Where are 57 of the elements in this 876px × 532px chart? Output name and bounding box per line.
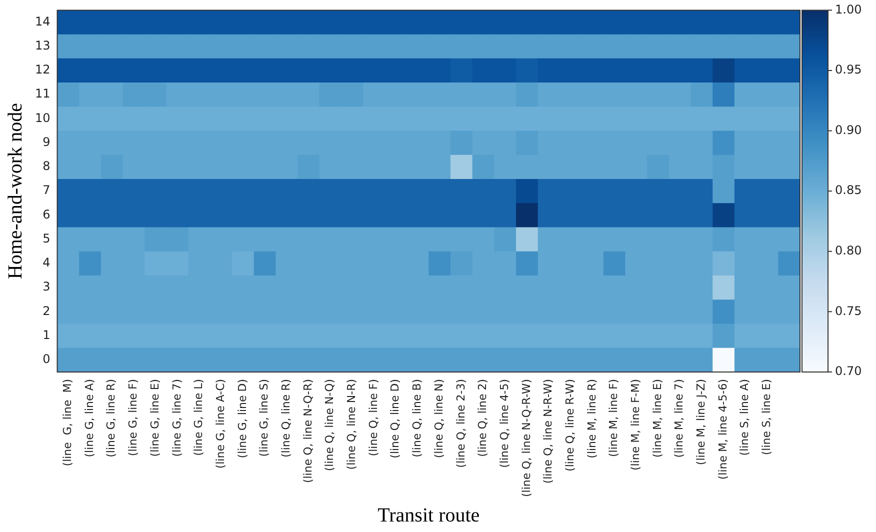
x-tick-label: (line G, line L) xyxy=(192,378,206,456)
x-tick-label: (line M, line F) xyxy=(607,378,620,458)
y-tick-label: 3 xyxy=(42,280,50,294)
x-tick-label: (line Q, line N-R) xyxy=(345,378,358,470)
y-tick-label: 5 xyxy=(42,231,50,246)
color-bar-label: 0.80 xyxy=(835,243,862,258)
y-tick-label: 2 xyxy=(42,304,50,318)
y-tick-label: 1 xyxy=(42,328,50,342)
y-tick-label: 7 xyxy=(42,183,50,198)
x-tick-label: (line G, line F) xyxy=(126,378,140,456)
color-bar-label: 0.75 xyxy=(835,304,862,318)
x-tick-label: (line G, line R) xyxy=(104,378,118,458)
x-tick-label: (line Q, line F) xyxy=(366,378,380,456)
x-tick-label: (line M, line J-Z) xyxy=(694,378,708,466)
x-tick-label: (line G, line 7) xyxy=(170,378,184,457)
color-bar-label: 0.70 xyxy=(835,364,862,378)
x-tick-label: (line M, line R) xyxy=(585,378,598,458)
color-bar-label: 1.00 xyxy=(835,2,862,16)
y-tick-label: 13 xyxy=(34,38,50,52)
y-tick-label: 0 xyxy=(42,352,50,366)
x-tick-label: (line Q, line B) xyxy=(410,378,424,458)
y-tick-label: 10 xyxy=(34,110,50,125)
y-tick-label: 6 xyxy=(42,207,50,222)
x-tick-label: (line G, line S) xyxy=(258,378,271,457)
x-tick-label: (line Q, line R) xyxy=(280,378,292,458)
x-tick-label: (line Q, line N) xyxy=(432,378,446,458)
y-tick-label: 14 xyxy=(34,14,50,28)
x-tick-label: (line Q, line 2) xyxy=(476,378,490,457)
x-tick-label: (line Q, line N-Q-R-W) xyxy=(520,378,533,497)
x-tick-label: (line G, line A) xyxy=(82,378,96,458)
x-axis-title: Transit route xyxy=(378,504,480,526)
color-bar-label: 0.85 xyxy=(835,183,862,198)
x-tick-label: (line Q, line R-W) xyxy=(563,378,576,472)
x-tick-label: (line G, line M) xyxy=(61,378,74,466)
x-tick-label: (line G, line E) xyxy=(148,378,162,457)
x-tick-label: (line S, line E) xyxy=(760,378,774,456)
x-tick-label: (line M, line 7) xyxy=(672,378,686,458)
y-tick-label: 8 xyxy=(42,159,50,174)
color-bar-label: 0.95 xyxy=(835,62,862,77)
y-axis-title: Home-and-work node xyxy=(4,102,26,280)
x-tick-label: (line Q, line N-Q) xyxy=(323,378,336,472)
x-tick-label: (line G, line D) xyxy=(236,378,249,458)
x-tick-label: (line M, line E) xyxy=(650,378,664,458)
y-tick-label: 4 xyxy=(42,256,50,270)
color-bar-label: 0.90 xyxy=(835,122,862,137)
x-tick-label: (line G, line A-C) xyxy=(214,378,227,469)
x-tick-label: (line Q, line D) xyxy=(388,378,402,458)
x-tick-label: (line M, line F-M) xyxy=(629,378,642,470)
x-tick-label: (line Q, line 2-3) xyxy=(454,378,468,468)
x-tick-label: (line Q, line 4-5) xyxy=(498,378,511,468)
x-tick-label: (line Q, line N-R-W) xyxy=(542,378,555,484)
y-tick-label: 11 xyxy=(34,86,50,101)
y-tick-label: 12 xyxy=(34,62,50,77)
x-tick-label: (line Q, line N-Q-R) xyxy=(301,378,314,484)
x-tick-label: (line S, line A) xyxy=(738,378,752,456)
x-tick-label: (line M, line 4-5-6) xyxy=(716,378,730,480)
y-tick-label: 9 xyxy=(42,134,50,149)
